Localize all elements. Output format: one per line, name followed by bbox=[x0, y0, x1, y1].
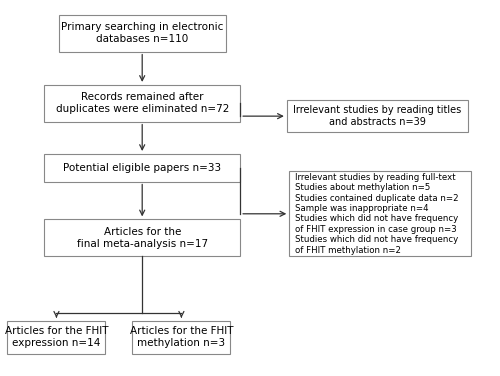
Text: Articles for the
final meta-analysis n=17: Articles for the final meta-analysis n=1… bbox=[76, 227, 208, 249]
FancyBboxPatch shape bbox=[287, 100, 468, 132]
FancyBboxPatch shape bbox=[44, 219, 240, 256]
FancyBboxPatch shape bbox=[44, 85, 240, 122]
Text: Articles for the FHIT
expression n=14: Articles for the FHIT expression n=14 bbox=[4, 326, 108, 348]
Text: Records remained after
duplicates were eliminated n=72: Records remained after duplicates were e… bbox=[56, 92, 229, 114]
Text: Potential eligible papers n=33: Potential eligible papers n=33 bbox=[63, 163, 222, 173]
FancyBboxPatch shape bbox=[289, 171, 470, 256]
FancyBboxPatch shape bbox=[8, 321, 106, 354]
FancyBboxPatch shape bbox=[59, 15, 226, 52]
Text: Irrelevant studies by reading full-text
Studies about methylation n=5
Studies co: Irrelevant studies by reading full-text … bbox=[295, 173, 458, 255]
FancyBboxPatch shape bbox=[44, 154, 240, 182]
FancyBboxPatch shape bbox=[132, 321, 230, 354]
Text: Primary searching in electronic
databases n=110: Primary searching in electronic database… bbox=[61, 23, 224, 44]
Text: Irrelevant studies by reading titles
and abstracts n=39: Irrelevant studies by reading titles and… bbox=[294, 105, 462, 127]
Text: Articles for the FHIT
methylation n=3: Articles for the FHIT methylation n=3 bbox=[130, 326, 233, 348]
